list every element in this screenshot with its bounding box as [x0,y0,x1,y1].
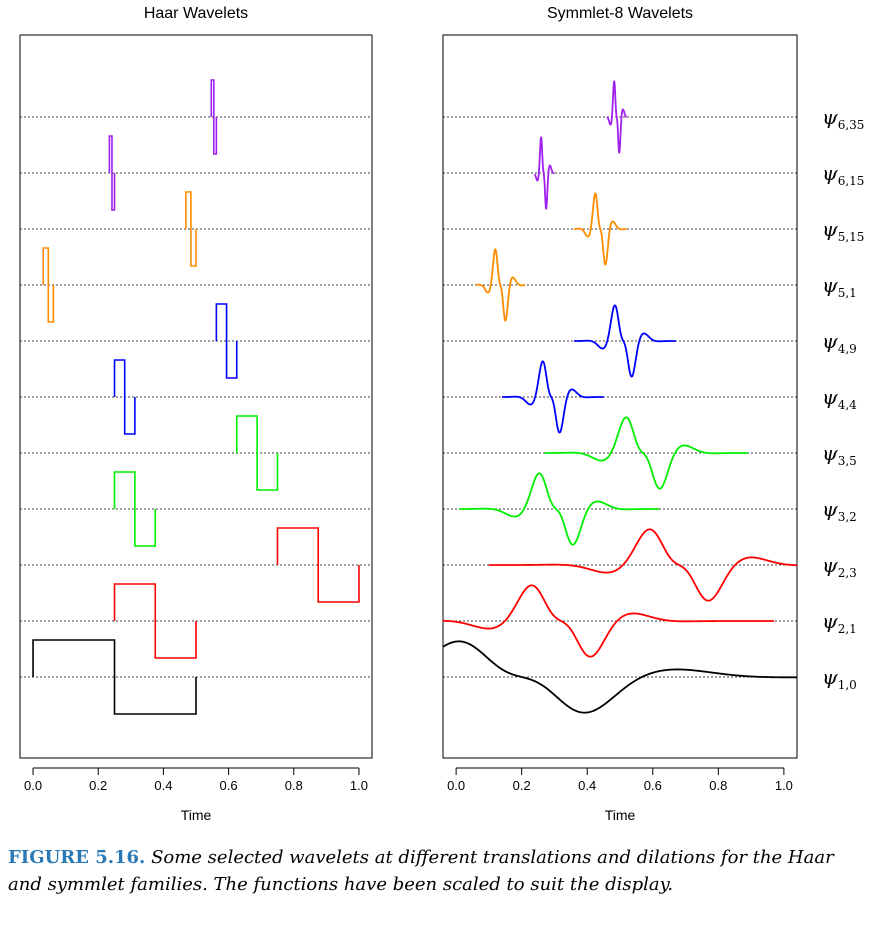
symmlet-baselines [443,116,797,678]
x-tick-label: 0.2 [89,778,107,793]
symmlet-wavelet-6-35 [606,80,628,154]
row-label: ψ5,15 [822,217,864,244]
wavelet-figure: Haar Wavelets 0.0 0.2 0.4 0.6 0.8 1.0 Time Sy… [19,5,864,823]
symmlet-wavelet-2-3 [488,528,798,602]
symmlet-wavelet-4-9 [573,304,677,378]
symmlet-wavelet-5-15 [573,192,628,266]
haar-wavelet-6-15 [108,135,116,211]
x-tick-label: 1.0 [775,778,793,793]
symmlet-plot-frame [442,34,798,759]
haar-wavelet-6-35 [210,79,218,155]
row-label: ψ3,5 [822,441,857,468]
row-label: ψ3,2 [822,497,857,524]
haar-wavelet-1-0 [32,639,197,715]
symmlet-x-axis-label: Time [605,807,636,823]
row-label: ψ6,15 [822,161,864,188]
symmlet-wavelet-4-4 [501,360,605,434]
symmlet-wavelet-6-15 [533,136,556,210]
haar-x-axis: 0.0 0.2 0.4 0.6 0.8 1.0 [24,767,368,793]
x-tick-label: 0.4 [154,778,172,793]
haar-wavelet-2-3 [276,527,360,603]
symmlet-wavelet-3-2 [458,472,660,546]
x-tick-label: 0.0 [24,778,42,793]
haar-x-axis-label: Time [181,807,212,823]
x-tick-label: 0.6 [644,778,662,793]
x-tick-label: 0.2 [513,778,531,793]
haar-wavelet-4-4 [113,359,136,435]
caption-body: Some selected wavelets at different tran… [8,847,834,895]
x-tick-label: 1.0 [350,778,368,793]
x-tick-label: 0.8 [709,778,727,793]
haar-wavelet-5-15 [185,191,197,267]
symmlet-wavelet-2-1 [442,584,775,658]
row-label: ψ6,35 [822,105,864,132]
row-label: ψ4,9 [822,329,857,356]
x-tick-label: 0.6 [220,778,238,793]
haar-baselines [20,116,372,678]
symmlet-panel-title: Symmlet-8 Wavelets [547,5,693,22]
row-label: ψ2,1 [822,609,857,636]
haar-curves [32,79,360,715]
x-tick-label: 0.8 [285,778,303,793]
x-tick-label: 0.0 [447,778,465,793]
symmlet-curves [442,80,798,714]
figure-caption: FIGURE 5.16. Some selected wavelets at d… [8,844,870,898]
x-tick-label: 0.4 [578,778,596,793]
symmlet-panel: Symmlet-8 Wavelets 0.0 0.2 0.4 0.6 0.8 1.0 Ti… [442,5,798,823]
symmlet-x-axis: 0.0 0.2 0.4 0.6 0.8 1.0 [447,767,793,793]
haar-wavelet-2-1 [113,583,197,659]
symmlet-wavelet-5-1 [474,248,526,322]
row-label: ψ2,3 [822,553,857,580]
wavelet-row-labels: ψ6,35 ψ6,15 ψ5,15 ψ5,1 ψ4,9 ψ4,4 ψ3,5 ψ3,2 ψ2,3 ψ… [822,105,864,692]
row-label: ψ5,1 [822,273,857,300]
caption-lead: FIGURE 5.16. [8,847,146,868]
row-label: ψ1,0 [822,665,857,692]
symmlet-wavelet-3-5 [544,416,749,490]
haar-wavelet-3-2 [113,471,157,547]
haar-wavelet-4-9 [215,303,238,379]
haar-wavelet-3-5 [235,415,279,491]
row-label: ψ4,4 [822,385,857,412]
haar-plot-frame [19,34,373,759]
haar-panel-title: Haar Wavelets [144,5,248,22]
symmlet-wavelet-1-0 [442,640,798,714]
haar-panel: Haar Wavelets 0.0 0.2 0.4 0.6 0.8 1.0 Time [19,5,373,823]
haar-wavelet-5-1 [42,247,55,323]
